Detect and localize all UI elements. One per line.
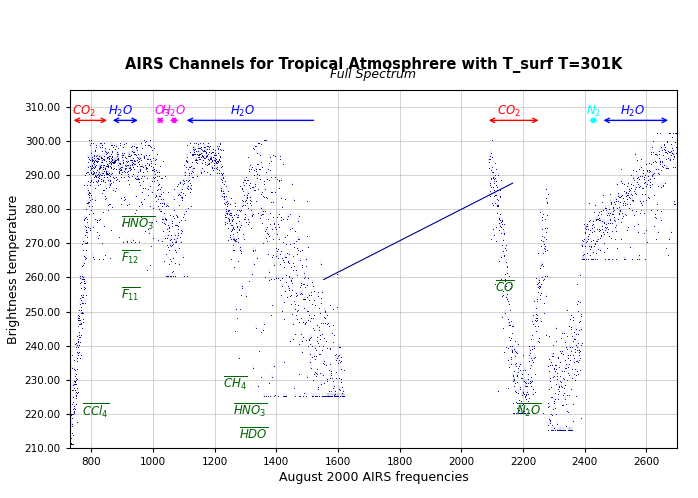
Text: $\overline{CH_4}$: $\overline{CH_4}$ [223, 374, 248, 392]
Text: $\overline{HDO}$: $\overline{HDO}$ [239, 427, 268, 442]
Text: $CO_2$: $CO_2$ [72, 104, 96, 120]
Text: $\overline{F_{11}}$: $\overline{F_{11}}$ [121, 286, 140, 303]
Text: $CO_2$: $CO_2$ [497, 104, 521, 120]
X-axis label: August 2000 AIRS frequencies: August 2000 AIRS frequencies [279, 471, 468, 484]
Text: $\overline{CO}$: $\overline{CO}$ [495, 280, 514, 295]
Text: $\overline{HNO_3}$: $\overline{HNO_3}$ [232, 402, 267, 419]
Text: $\overline{CCl_4}$: $\overline{CCl_4}$ [82, 401, 110, 420]
Title: AIRS Channels for Tropical Atmosphrere with T_surf T=301K: AIRS Channels for Tropical Atmosphrere w… [125, 57, 622, 73]
Y-axis label: Brightness temperature: Brightness temperature [8, 194, 20, 344]
Text: $\overline{N_2O}$: $\overline{N_2O}$ [516, 402, 542, 419]
Text: Full Spectrum: Full Spectrum [330, 68, 417, 81]
Text: $H_2O$: $H_2O$ [161, 104, 186, 120]
Text: $O_3$: $O_3$ [154, 104, 170, 120]
Text: $\overline{HNO_3}$: $\overline{HNO_3}$ [121, 214, 155, 232]
Text: $H_2O$: $H_2O$ [620, 104, 645, 120]
Text: $N_2$: $N_2$ [586, 104, 602, 120]
Text: $H_2O$: $H_2O$ [230, 104, 255, 120]
Text: $H_2O$: $H_2O$ [108, 104, 133, 120]
Text: $\overline{F_{12}}$: $\overline{F_{12}}$ [121, 248, 140, 266]
